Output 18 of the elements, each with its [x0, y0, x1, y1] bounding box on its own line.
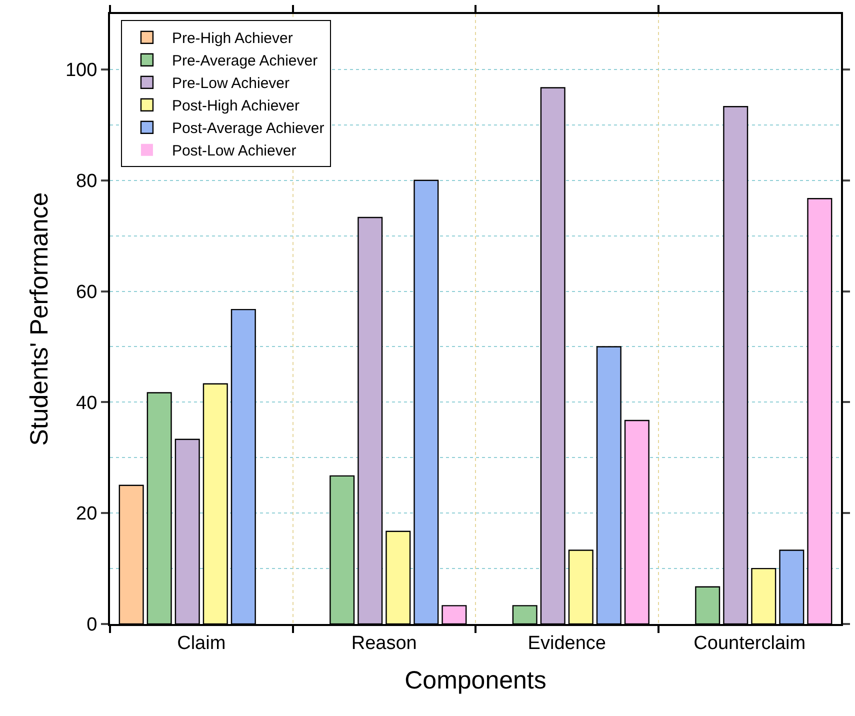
- legend-label: Pre-High Achiever: [172, 30, 293, 48]
- legend-label: Post-High Achiever: [172, 98, 300, 115]
- y-tick-label: 80: [76, 171, 98, 192]
- legend-label: Pre-Low Achiever: [172, 75, 290, 92]
- y-tick-label: 40: [76, 392, 98, 414]
- legend-label: Pre-Average Achiever: [172, 52, 318, 70]
- y-tick-label: 100: [65, 60, 98, 82]
- legend-label: Post-Average Achiever: [172, 120, 324, 138]
- x-tick-label: Counterclaim: [694, 632, 806, 654]
- x-tick-label: Evidence: [528, 632, 606, 654]
- y-axis-title: Students' Performance: [26, 192, 54, 446]
- y-tick-label: 20: [76, 504, 98, 525]
- x-axis-title: Components: [404, 666, 546, 694]
- x-tick-label: Reason: [351, 632, 417, 654]
- y-tick-label: 0: [86, 614, 98, 636]
- y-tick-label: 60: [76, 282, 98, 303]
- legend-label: Post-Low Achiever: [172, 142, 296, 160]
- x-tick-label: Claim: [177, 632, 226, 654]
